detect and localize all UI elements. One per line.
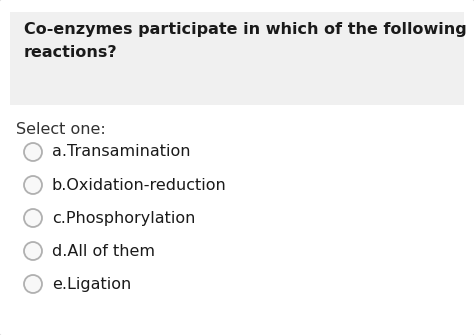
Text: e.Ligation: e.Ligation [52,276,131,291]
FancyBboxPatch shape [10,12,464,105]
Circle shape [24,176,42,194]
Text: b.Oxidation-reduction: b.Oxidation-reduction [52,178,227,193]
Circle shape [24,242,42,260]
Circle shape [24,209,42,227]
Text: d.All of them: d.All of them [52,244,155,259]
Circle shape [24,143,42,161]
Text: a.Transamination: a.Transamination [52,144,191,159]
Text: c.Phosphorylation: c.Phosphorylation [52,210,195,225]
Text: Select one:: Select one: [16,122,106,137]
Text: Co-enzymes participate in which of the following
reactions?: Co-enzymes participate in which of the f… [24,22,467,60]
Circle shape [24,275,42,293]
